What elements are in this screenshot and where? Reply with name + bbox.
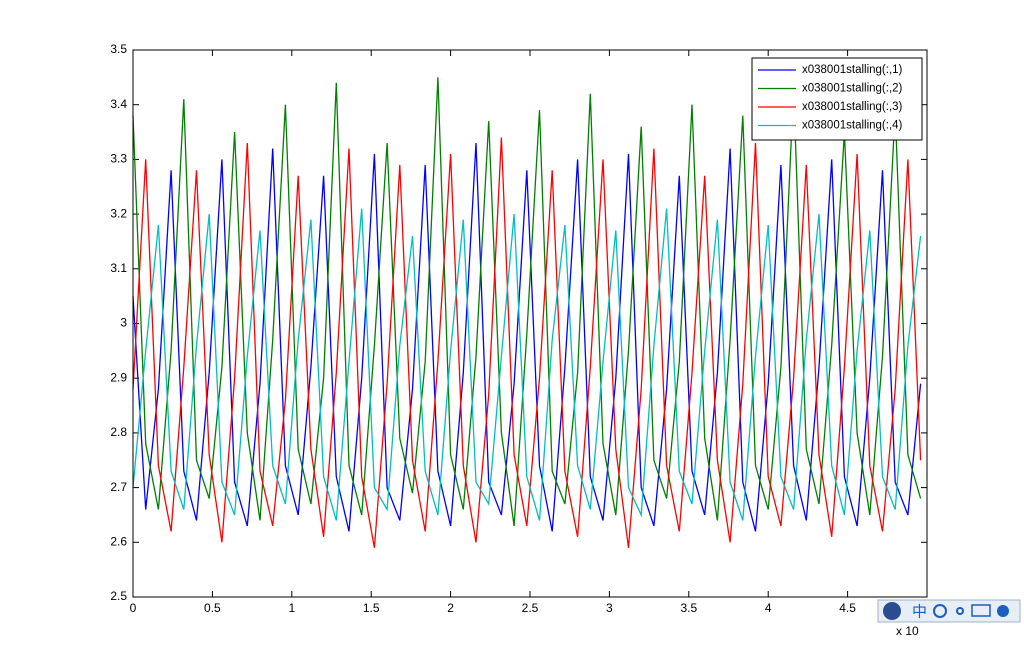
x-tick-label: 4: [765, 601, 772, 615]
axes-box: [132, 49, 928, 598]
legend-label: x038001stalling(:,3): [802, 101, 903, 113]
x-tick-label: 2.5: [522, 601, 539, 615]
x-tick-label: 0: [130, 601, 137, 615]
plot-area: 2.5 2.6 2.7 2.8 2.9 3 3.1 3.2 3.3 3.4 3.5 0 0.5 1 1.5 2…: [110, 42, 928, 615]
legend-label: x038001stalling(:,1): [802, 64, 903, 76]
y-tick-label: 3.4: [110, 97, 127, 111]
ime-logo: [883, 602, 901, 620]
y-tick-label: 2.5: [110, 589, 127, 603]
legend-label: x038001stalling(:,2): [802, 83, 903, 95]
x-tick-label: 0.5: [204, 601, 221, 615]
ime-punct[interactable]: [956, 607, 964, 615]
series-line: [132, 77, 922, 526]
ime-keyboard[interactable]: [971, 604, 991, 617]
y-tick-label: 3: [120, 316, 127, 330]
x-tick-label: 3: [606, 601, 613, 615]
x-tick-label: 4.5: [839, 601, 856, 615]
x-tick-label: 3.5: [680, 601, 697, 615]
legend-box: [751, 57, 923, 141]
legend-label: x038001stalling(:,4): [802, 120, 903, 132]
ime-moon[interactable]: [933, 604, 947, 618]
x-tick-label: 1.5: [363, 601, 380, 615]
ime-mode[interactable]: 中: [912, 603, 927, 621]
ime-settings[interactable]: [997, 605, 1009, 617]
y-tick-label: 2.9: [110, 370, 127, 384]
y-tick-label: 2.8: [110, 425, 127, 439]
x-tick-label: 2: [447, 601, 454, 615]
x-multiplier: x 10: [896, 624, 919, 638]
series-line: [132, 208, 922, 521]
ime-toolbar: 中: [877, 599, 1021, 623]
y-tick-label: 3.3: [110, 152, 127, 166]
y-tick-label: 3.1: [110, 261, 127, 275]
x-tick-label: 1: [288, 601, 295, 615]
y-tick-label: 2.6: [110, 534, 127, 548]
y-tick-label: 3.2: [110, 206, 127, 220]
y-tick-label: 3.5: [110, 42, 127, 56]
series-line: [132, 137, 922, 548]
y-tick-label: 2.7: [110, 480, 127, 494]
